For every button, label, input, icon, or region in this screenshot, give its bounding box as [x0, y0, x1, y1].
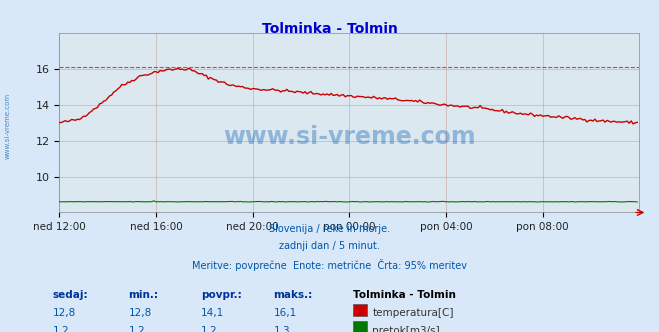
Text: 14,1: 14,1: [201, 308, 224, 318]
Text: Slovenija / reke in morje.: Slovenija / reke in morje.: [269, 224, 390, 234]
Text: Tolminka - Tolmin: Tolminka - Tolmin: [353, 290, 455, 300]
Text: 12,8: 12,8: [129, 308, 152, 318]
Bar: [353, 321, 367, 332]
Text: sedaj:: sedaj:: [53, 290, 88, 300]
Text: min.:: min.:: [129, 290, 159, 300]
Text: zadnji dan / 5 minut.: zadnji dan / 5 minut.: [279, 241, 380, 251]
Text: 1,3: 1,3: [273, 326, 290, 332]
Bar: [353, 304, 367, 316]
Text: Meritve: povprečne  Enote: metrične  Črta: 95% meritev: Meritve: povprečne Enote: metrične Črta:…: [192, 259, 467, 271]
Text: 1,2: 1,2: [201, 326, 217, 332]
Text: 12,8: 12,8: [53, 308, 76, 318]
Text: pretok[m3/s]: pretok[m3/s]: [372, 326, 440, 332]
Text: www.si-vreme.com: www.si-vreme.com: [223, 125, 476, 149]
Text: maks.:: maks.:: [273, 290, 313, 300]
Text: 1,2: 1,2: [53, 326, 69, 332]
Text: 1,2: 1,2: [129, 326, 145, 332]
Text: temperatura[C]: temperatura[C]: [372, 308, 454, 318]
Text: 16,1: 16,1: [273, 308, 297, 318]
Text: povpr.:: povpr.:: [201, 290, 242, 300]
Text: www.si-vreme.com: www.si-vreme.com: [5, 93, 11, 159]
Text: Tolminka - Tolmin: Tolminka - Tolmin: [262, 22, 397, 36]
